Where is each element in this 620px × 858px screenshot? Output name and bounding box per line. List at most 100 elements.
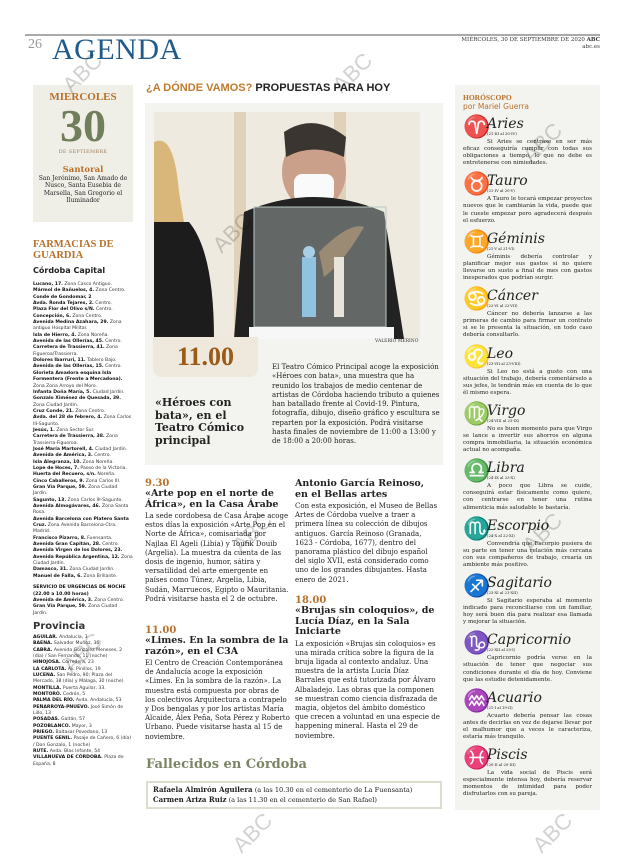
- pharmacy-name: Isla Alegranza, 10.: [33, 459, 82, 465]
- pharmacy-name: Avda. del 28 de febrero, 4.: [33, 415, 103, 421]
- pharmacy-name: Lucano, 17.: [33, 282, 63, 287]
- sign-dates: (22-VI al 22-VII): [487, 303, 518, 309]
- pharmacy-item: MONTILLA. Puerta Aguilar, 33.: [33, 686, 133, 692]
- sign-name: Tauro: [487, 173, 528, 190]
- pharmacy-item: Glorieta Amadora esquina Isla Formentera…: [33, 371, 133, 390]
- sign-text: Cáncer no debería lanzarse a las primera…: [463, 311, 592, 339]
- pharmacy-detail: Av. Pinillos, 19: [67, 666, 101, 672]
- obituary-name: Carmen Ariza Ruiz: [153, 795, 227, 804]
- pharmacy-detail: Zona Figueroa/Trassierra.: [33, 345, 118, 357]
- pharmacy-name: Conde de Gondomar, 2: [33, 294, 92, 300]
- sign-dates: (21-V al 21-VI): [487, 245, 515, 251]
- pharmacy-detail: Andalucía, 3: [59, 634, 88, 640]
- watermark: ABC: [227, 807, 278, 858]
- pharmacy-detail: Zona Ciudad Jardín.: [33, 554, 133, 567]
- date: MIÉRCOLES, 30 DE SEPTIEMBRE DE 2020: [461, 37, 585, 43]
- pharmacy-item: AGUILAR. Andalucía, 3: [33, 635, 133, 641]
- sign-name: Cáncer: [487, 288, 538, 305]
- pharmacy-detail: Ciudad Jardín.: [92, 389, 125, 395]
- feature-body: El Teatro Cómico Principal acoge la expo…: [272, 363, 440, 446]
- sign-text: A Tauro le tocará empezar proyectos nuev…: [463, 196, 592, 224]
- dateline: MIÉRCOLES, 30 DE SEPTIEMBRE DE 2020 ABC a…: [461, 37, 600, 51]
- pharmacy-detail: Fuensanta.: [87, 535, 113, 541]
- sign-capricornio: ♑ Capricornio (22-XII al 20-I) Capricornio …: [463, 633, 592, 683]
- pharmacy-name: Avenida Gran Capitán, 28.: [33, 542, 101, 548]
- event-time: 18.00: [295, 595, 327, 606]
- cancer-icon: ♋: [463, 287, 491, 313]
- obituary-detail: (a las 11.30 en el cementerio de San Raf…: [228, 796, 377, 804]
- obituary-item: Carmen Ariza Ruiz (a las 11.30 en el cem…: [153, 795, 435, 805]
- pharmacy-item: Avenida de las Ollerías, 15. Centro.: [33, 364, 133, 370]
- pharmacy-item: LA CARLOTA. Av. Pinillos, 19: [33, 667, 133, 673]
- sign-libra: ♎ Libra (24-IX al 23-X) A poco que Libra se…: [463, 461, 592, 511]
- leo-icon: ♌: [463, 344, 491, 370]
- pharmacy-detail: Zona Ciudad Jardín.: [69, 567, 115, 573]
- aquarius-icon: ♒: [463, 688, 491, 714]
- pharmacy-detail: Zona Santa Rosa.: [33, 504, 129, 516]
- sign-name: Capricornio: [487, 632, 572, 649]
- pharmacy-detail: Gaitán, 57: [61, 717, 85, 723]
- pharmacy-item: Carretera de Trassierra, 41. Zona Figuer…: [33, 345, 133, 358]
- pharmacy-name: Lope de Hoces, 7.: [33, 465, 79, 471]
- pharmacy-name: PALMA DEL RÍO.: [33, 698, 75, 704]
- pharmacy-name: AGUILAR.: [33, 634, 58, 640]
- pharmacy-item: POZOBLANCO. Mayor, 3: [33, 724, 133, 730]
- weekday: MIERCOLES: [49, 91, 117, 103]
- pharmacy-item: Gran Vía Parque, 59. Zona Ciudad Jardín.: [33, 604, 133, 617]
- pharmacy-name: Huerta del Recuero, s/n.: [33, 472, 96, 478]
- santoral-text: San Jerónimo, San Amado de Nusco, Santa …: [38, 175, 128, 205]
- obituaries-box: Rafaela Almirón Aguilera (a las 10.30 en…: [146, 781, 442, 809]
- pharmacy-name: BAENA.: [33, 641, 53, 647]
- santoral-title: Santoral: [62, 165, 104, 175]
- pharmacy-detail: Centro.: [102, 542, 119, 548]
- event-body: El Centro de Creación Contemporánea de A…: [145, 659, 290, 741]
- pharmacy-item: Avenida Gran Capitán, 28. Centro.: [33, 542, 133, 548]
- photo-credit: VALERIO MERINO: [375, 339, 419, 344]
- sign-dates: (23-XI al 21-XII): [487, 590, 518, 595]
- pharmacy-item: Lucano, 17. Zona Casco Antiguo.: [33, 282, 133, 288]
- event-headline: «Brujas sin coloquios», de Lucía Díaz, e…: [295, 605, 435, 637]
- pharmacy-name: PEÑARROYA-PNUEVO.: [33, 704, 90, 710]
- pharmacy-detail: Plaza de España, 8: [33, 755, 124, 767]
- pharmacy-detail: Zona Centro.: [75, 408, 106, 414]
- sign-dates: (23-VII al 23-VIII): [487, 360, 521, 366]
- pharmacy-detail: Zona Carlos III-Sagunto.: [33, 415, 132, 427]
- pharmacy-item: Isla de Hierro, 4. Zona Noreña.: [33, 333, 133, 339]
- pharmacy-item: Avenida Barcelona con Platero Santa Cruz…: [33, 517, 133, 536]
- pharmacy-item: VILLANUEVA DE CÓRDOBA. Plaza de España, …: [33, 755, 133, 768]
- sagittarius-icon: ♐: [463, 574, 491, 599]
- pharmacy-detail: Zona Ciudad Jardín.: [33, 604, 118, 616]
- pharmacy-item: Francisco Pizarro, 8. Fuensanta.: [33, 536, 133, 542]
- event-body: La exposición «Brujas sin coloquios» es …: [295, 639, 440, 740]
- pharmacy-item: Huerta del Recuero, s/n. Noreña.: [33, 472, 133, 478]
- feature-photo: [154, 112, 420, 339]
- pharmacy-name: Cruz Conde, 21.: [33, 408, 74, 414]
- pharmacy-name: Gran Vía Parque, 59.: [33, 604, 87, 610]
- pharmacy-name: Dolores Ibarruri, 11.: [33, 358, 86, 364]
- virgo-icon: ♍: [463, 401, 491, 427]
- pharmacy-item: Avenida de las Ollerías, 45. Centro.: [33, 339, 133, 345]
- event-garcia-reinoso: Antonio García Reinoso, en el Bellas art…: [295, 478, 440, 585]
- capricorn-icon: ♑: [463, 631, 491, 657]
- sign-text: Si Sagitario esperaba al momento indicad…: [463, 598, 592, 626]
- pharmacy-name: Avenida Virgen de los Dolores, 23.: [33, 548, 123, 554]
- pharmacy-detail: Zona Trassierra-Figueroa.: [33, 434, 118, 446]
- pharmacy-item: Plaza Flor del Olivo s/N. Centro.: [33, 307, 133, 313]
- date-box: MIERCOLES 30 DE SEPTIEMBRE Santoral San …: [33, 85, 133, 222]
- event-time: 11.00: [145, 625, 177, 636]
- sign-name: Acuario: [487, 689, 542, 706]
- pharmacy-name: Jesús, 1.: [33, 427, 55, 433]
- pharmacies-title: FARMACIAS DE GUARDIA: [33, 239, 114, 261]
- pharmacy-detail: Avda. Andalucía, 53: [75, 698, 122, 704]
- sign-dates: (24-X al 22-XI): [487, 532, 515, 538]
- pharmacy-detail: Zona Carlos III-Sagunto.: [67, 497, 123, 503]
- feature-time: 11.00: [153, 337, 258, 377]
- pharmacy-item: Cinco Caballeros, 9. Zona Carlos III.: [33, 479, 133, 485]
- taurus-icon: ♉: [463, 172, 491, 198]
- pharmacy-name: Avenida Almogávares, 46.: [33, 504, 101, 510]
- horoscope: HORÓSCOPO por Mariel Guerra ♈ Aries (21-II…: [455, 85, 600, 810]
- pharmacy-item: Carretera de Trassierra, 38. Zona Trassi…: [33, 434, 133, 447]
- pharmacy-name: Carretera de Trassierra, 41.: [33, 345, 105, 351]
- pharmacy-detail: Zona Centro.: [95, 288, 126, 294]
- pharmacy-item: Dolores Ibarruri, 11. Tablero Bajo.: [33, 358, 133, 364]
